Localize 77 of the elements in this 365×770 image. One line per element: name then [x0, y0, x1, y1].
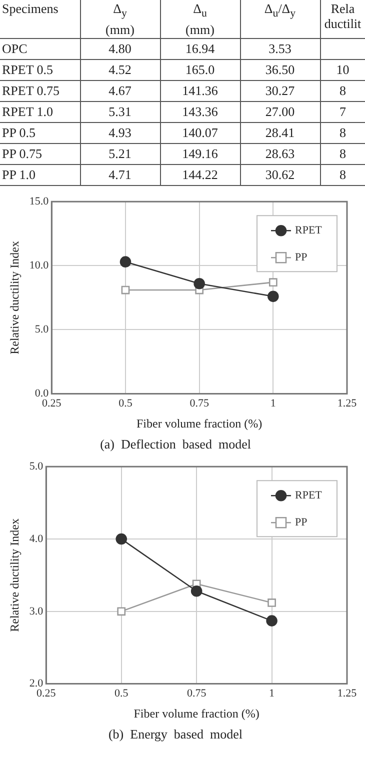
text: 140.07 — [182, 125, 218, 140]
text: 8 — [340, 125, 346, 140]
text: (b) Energy based model — [108, 726, 243, 742]
text: 4.52 — [108, 62, 132, 78]
legend-label: PP — [295, 251, 308, 264]
category-label: OPC — [2, 41, 28, 56]
y-tick-label: 5.0 — [29, 460, 44, 472]
text: 28.63 — [265, 146, 295, 162]
text: 7 — [340, 104, 346, 120]
text: 5.31 — [108, 104, 132, 120]
category-label: Rela ductilit — [320, 0, 365, 38]
category-label: RPET 1.0 — [2, 104, 54, 120]
x-tick-label: 1.25 — [337, 396, 358, 409]
x-axis-title: Fiber volume fraction (%) — [136, 416, 262, 430]
legend-label: RPET — [295, 489, 322, 502]
x-tick-label: 0.75 — [190, 396, 210, 409]
text: 27.00 — [265, 104, 295, 120]
category-label: RPET 0.5 — [2, 62, 54, 78]
point — [190, 585, 202, 596]
y-tick-label: 4.0 — [29, 532, 44, 544]
text: 16.94 — [185, 41, 215, 56]
text: 8 — [340, 83, 346, 98]
text: 144.22 — [182, 167, 218, 182]
x-tick-label: 0.25 — [42, 396, 62, 409]
legend-label: PP — [295, 516, 308, 528]
text: 8 — [340, 146, 346, 162]
category-label: Δ$_{y}$ (mm) — [80, 0, 160, 38]
category-label: PP 0.5 — [2, 125, 36, 140]
point — [268, 290, 279, 302]
y-tick-label: 0.0 — [34, 387, 50, 400]
text: 165.0 — [185, 62, 215, 78]
x-tick-label: 1 — [269, 686, 275, 699]
text: 30.62 — [265, 167, 295, 182]
category-label: PP 0.75 — [2, 146, 42, 162]
text: 3.53 — [268, 41, 292, 56]
y-axis-title: Relative ductility Index — [7, 518, 22, 632]
text: 8 — [340, 167, 346, 182]
y-tick-label: 10.0 — [29, 259, 50, 272]
x-axis-title: Fiber volume fraction (%) — [134, 706, 260, 720]
point — [268, 598, 276, 606]
text: 10 — [336, 62, 350, 78]
point — [117, 606, 126, 616]
x-tick-label: 0.5 — [118, 396, 133, 409]
text: 5.21 — [108, 146, 132, 162]
x-tick-label: 0.75 — [186, 686, 207, 699]
y-tick-label: 5.0 — [34, 323, 50, 336]
category-label: Δ$_{u}$/Δ$_{y}$ — [240, 0, 320, 38]
text: 141.36 — [182, 83, 218, 98]
x-tick-label: 1.25 — [337, 686, 358, 699]
text: 4.93 — [108, 125, 132, 140]
point — [116, 532, 128, 544]
y-tick-label: 15.0 — [29, 195, 50, 208]
text: 149.16 — [182, 146, 218, 162]
x-tick-label: 0.5 — [114, 686, 129, 699]
text: 4.71 — [108, 167, 132, 182]
point — [268, 278, 278, 286]
category-label: PP 1.0 — [2, 167, 36, 182]
text: 4.80 — [108, 41, 132, 56]
legend-label: RPET — [295, 224, 322, 236]
text: 28.41 — [265, 125, 295, 140]
text: 143.36 — [182, 104, 218, 120]
text: 36.50 — [265, 62, 295, 78]
point — [266, 614, 278, 626]
text: 4.67 — [108, 83, 132, 98]
category-label: RPET 0.75 — [2, 83, 60, 98]
x-tick-label: 1 — [270, 396, 276, 409]
point — [121, 285, 130, 294]
y-axis-title: Relative ductility Index — [7, 240, 22, 354]
point — [120, 256, 132, 268]
y-tick-label: 2.0 — [29, 677, 44, 690]
category-label: Δ$_{u}$ (mm) — [160, 0, 240, 38]
x-tick-label: 0.25 — [36, 686, 56, 699]
category-label: Specimens — [0, 0, 80, 38]
text: 30.27 — [265, 83, 295, 98]
y-tick-label: 3.0 — [29, 604, 44, 617]
text: (a) Deflection based model — [100, 436, 252, 452]
point — [194, 278, 205, 289]
